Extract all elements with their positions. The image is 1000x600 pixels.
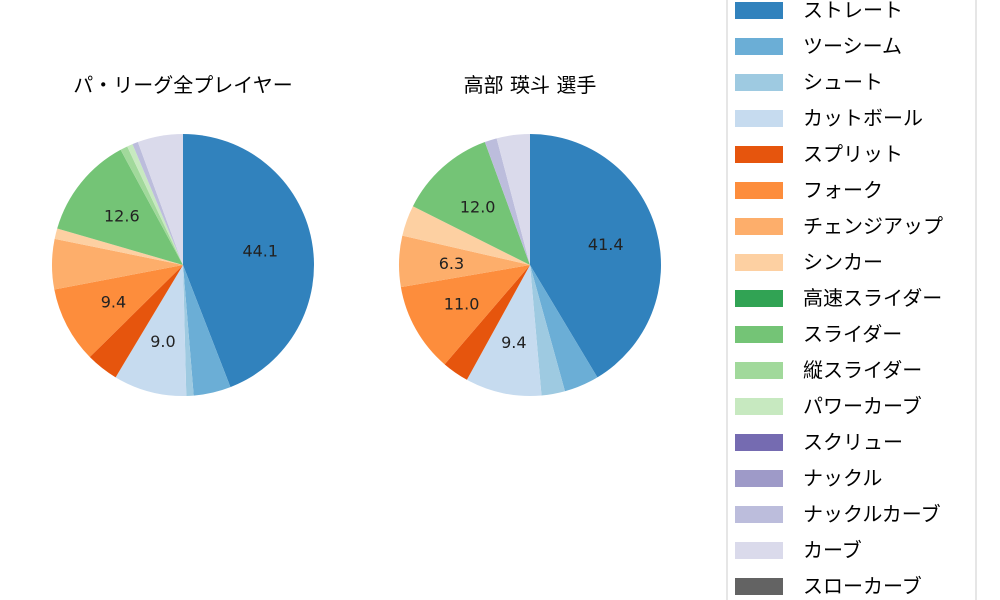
legend-swatch [735,326,783,343]
pie-slice-フォーク [54,265,183,358]
pie-slice-ナックルカーブ [132,142,183,265]
pie-slice-カーブ [137,134,183,265]
legend-entry: ストレート [803,0,903,22]
data-label: 6.3 [439,254,464,273]
pie-slice-フォーク [400,265,530,365]
data-label: 12.6 [104,207,140,226]
legend-swatch [735,146,783,163]
legend-entry: ツーシーム [803,34,902,58]
pie-slice-ナックルカーブ [484,138,530,265]
pie-title: パ・リーグ全プレイヤー [73,73,292,97]
legend-swatch [735,434,783,451]
legend-entry: パワーカーブ [803,394,922,418]
legend-entry: カットボール [803,106,923,130]
legend-swatch [735,182,783,199]
legend-entry: スライダー [803,322,902,346]
pie-title: 高部 瑛斗 選手 [464,73,597,97]
pie-slice-スプリット [444,265,530,380]
pie-slice-ストレート [183,134,314,388]
data-label: 9.0 [150,332,175,351]
legend-swatch [735,470,783,487]
data-label: 9.4 [501,333,526,352]
pie-slice-カットボール [115,265,187,396]
legend-entry: 縦スライダー [803,358,922,382]
pie-slice-ツーシーム [530,265,598,392]
legend-entry: スクリュー [803,430,903,454]
pie-slice-カットボール [466,265,542,396]
legend-entry: ナックルカーブ [803,502,941,526]
legend-swatch [735,290,783,307]
legend-swatch [735,254,783,271]
legend-entry: スプリット [803,142,903,166]
pie-slice-パワーカーブ [127,144,183,265]
pie-slice-縦スライダー [120,146,183,265]
pie-slice-シュート [183,265,194,396]
pie-slice-スプリット [89,265,183,378]
legend-entry: フォーク [803,178,883,202]
legend-swatch [735,362,783,379]
legend-entry: シンカー [803,250,883,274]
data-label: 9.4 [101,293,126,312]
legend-swatch [735,110,783,127]
pie-slice-シンカー [54,228,183,265]
pie-slice-カーブ [496,134,530,265]
pie-slice-スライダー [412,142,530,265]
legend-entry: シュート [803,70,883,94]
legend-entry: 高速スライダー [803,286,942,310]
legend-entry: スローカーブ [803,574,922,598]
pie-slice-ストレート [530,134,661,378]
data-label: 12.0 [460,197,496,216]
pie-slice-チェンジアップ [398,235,530,288]
legend-swatch [735,578,783,595]
legend-swatch [735,542,783,559]
legend-swatch [735,218,783,235]
data-label: 44.1 [242,242,278,261]
legend-swatch [735,398,783,415]
legend-swatch [735,74,783,91]
data-label: 11.0 [444,295,480,314]
pie-slice-スライダー [57,149,184,265]
pie-slice-ツーシーム [183,265,231,396]
pie-slice-チェンジアップ [52,238,184,290]
legend-entry: カーブ [803,538,862,562]
legend-swatch [735,506,783,523]
pie-slice-シュート [530,265,565,396]
data-label: 41.4 [588,235,624,254]
legend-swatch [735,2,783,19]
pie-slice-シンカー [402,206,530,265]
legend-swatch [735,38,783,55]
legend-entry: チェンジアップ [803,214,943,238]
legend-entry: ナックル [803,466,882,490]
